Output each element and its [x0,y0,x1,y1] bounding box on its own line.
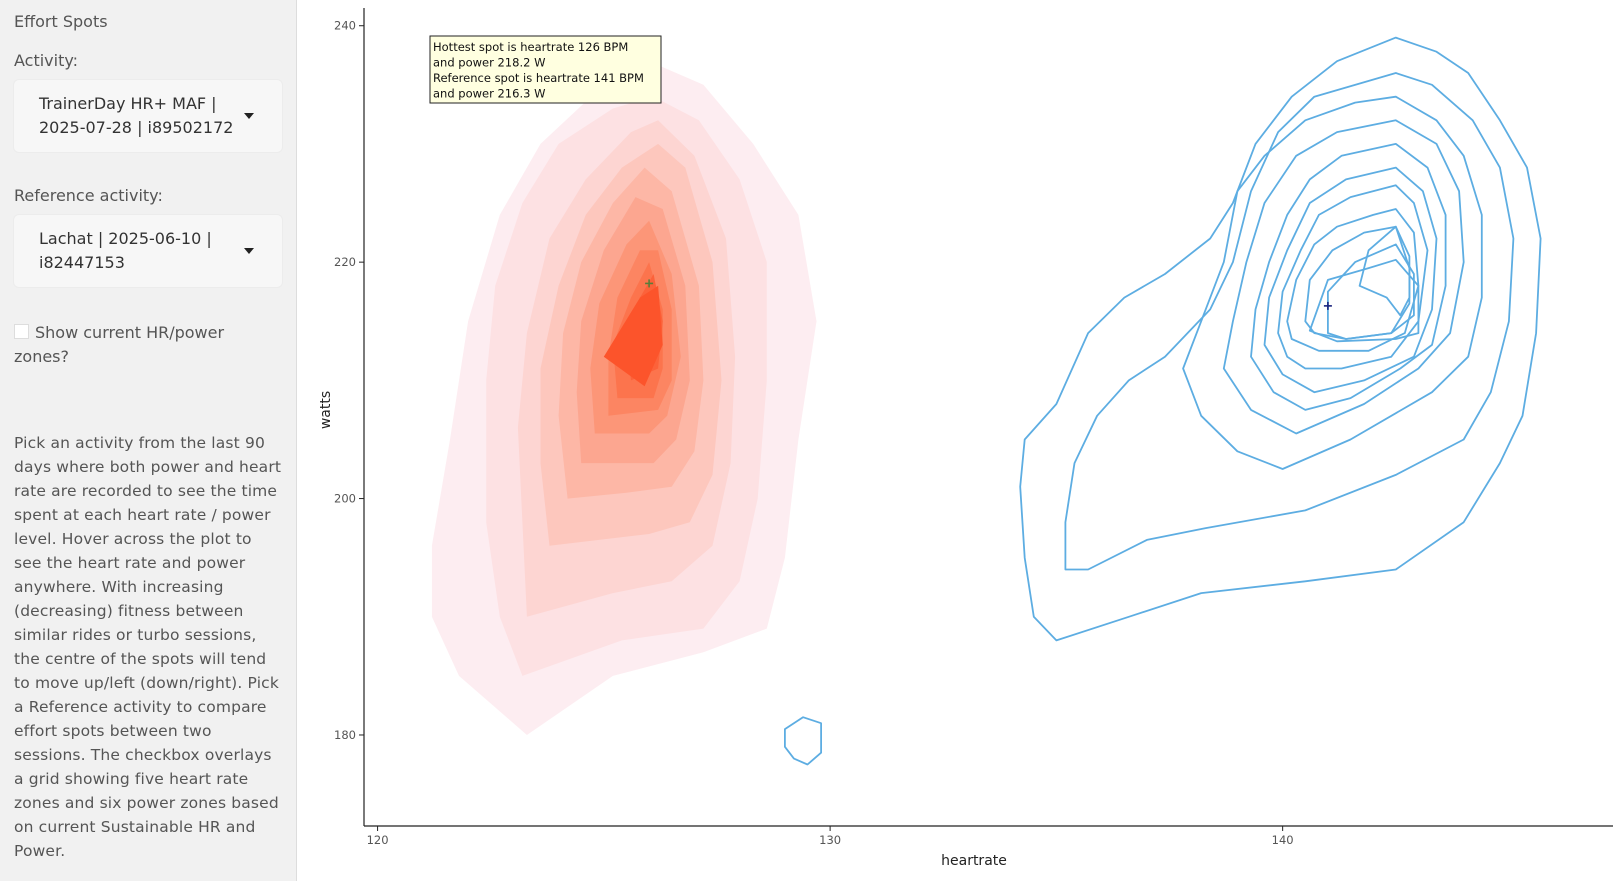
reference-contour-3 [1222,119,1465,435]
help-text: Pick an activity from the last 90 days w… [14,434,282,860]
reference-contour-2 [1182,95,1483,470]
zones-checkbox-row[interactable]: Show current HR/power zones? [14,321,282,369]
reference-contour-1 [1064,72,1515,571]
tooltip-line-3: Reference spot is heartrate 141 BPM [433,71,644,85]
zones-checkbox[interactable] [14,324,29,339]
spot-markers [645,279,1332,310]
tooltip-box [429,35,662,104]
hover-tooltip: Hottest spot is heartrate 126 BPM and po… [429,35,662,104]
reference-select-value: Lachat | 2025-06-10 | i82447153 [39,229,212,272]
y-axis-title: watts [318,391,334,429]
activity-density [431,61,817,735]
reference-activity-label: Reference activity: [14,186,163,205]
effort-spots-plot[interactable]: heartrate watts 120 130 140 180 200 220 240 Ho… [297,0,1613,881]
reference-activity-select[interactable]: Lachat | 2025-06-10 | i82447153 [14,215,282,287]
reference-contour-11 [1358,225,1411,317]
ticks: 120 130 140 180 200 220 240 [334,19,1294,847]
reference-contour-0 [1019,36,1542,642]
axes: heartrate watts [318,8,1613,869]
chevron-down-icon [244,113,254,119]
chevron-down-icon [244,248,254,254]
sidebar: Effort Spots Activity: TrainerDay HR+ MA… [0,0,297,881]
reference-contour-9 [1327,243,1415,340]
app-title: Effort Spots [14,12,108,31]
activity-density-band-10 [603,285,663,387]
y-tick-label: 180 [334,728,356,742]
tooltip-line-2: and power 218.2 W [433,56,545,70]
y-tick-label: 200 [334,492,356,506]
tooltip-line-1: Hottest spot is heartrate 126 BPM [433,40,628,54]
reference-contour-12 [783,716,822,766]
reference-contour-8 [1304,225,1411,340]
reference-contour-5 [1263,166,1438,394]
reference-contour-7 [1286,208,1420,352]
contour-chart[interactable]: heartrate watts 120 130 140 180 200 220 240 Ho… [297,0,1613,881]
reference-contour-6 [1277,184,1429,370]
x-tick-label: 120 [367,833,389,847]
x-axis-title: heartrate [941,853,1007,869]
x-tick-label: 140 [1272,833,1294,847]
reference-contours [783,36,1542,766]
reference-contour-4 [1250,142,1447,411]
reference-contour-10 [1308,258,1420,343]
y-tick-label: 240 [334,19,356,33]
zones-checkbox-label: Show current HR/power zones? [14,323,225,366]
activity-label: Activity: [14,51,79,70]
tooltip-line-4: and power 216.3 W [433,87,545,101]
y-tick-label: 220 [334,255,356,269]
activity-select-value: TrainerDay HR+ MAF | 2025-07-28 | i89502… [39,94,234,137]
x-tick-label: 130 [819,833,841,847]
activity-select[interactable]: TrainerDay HR+ MAF | 2025-07-28 | i89502… [14,80,282,152]
